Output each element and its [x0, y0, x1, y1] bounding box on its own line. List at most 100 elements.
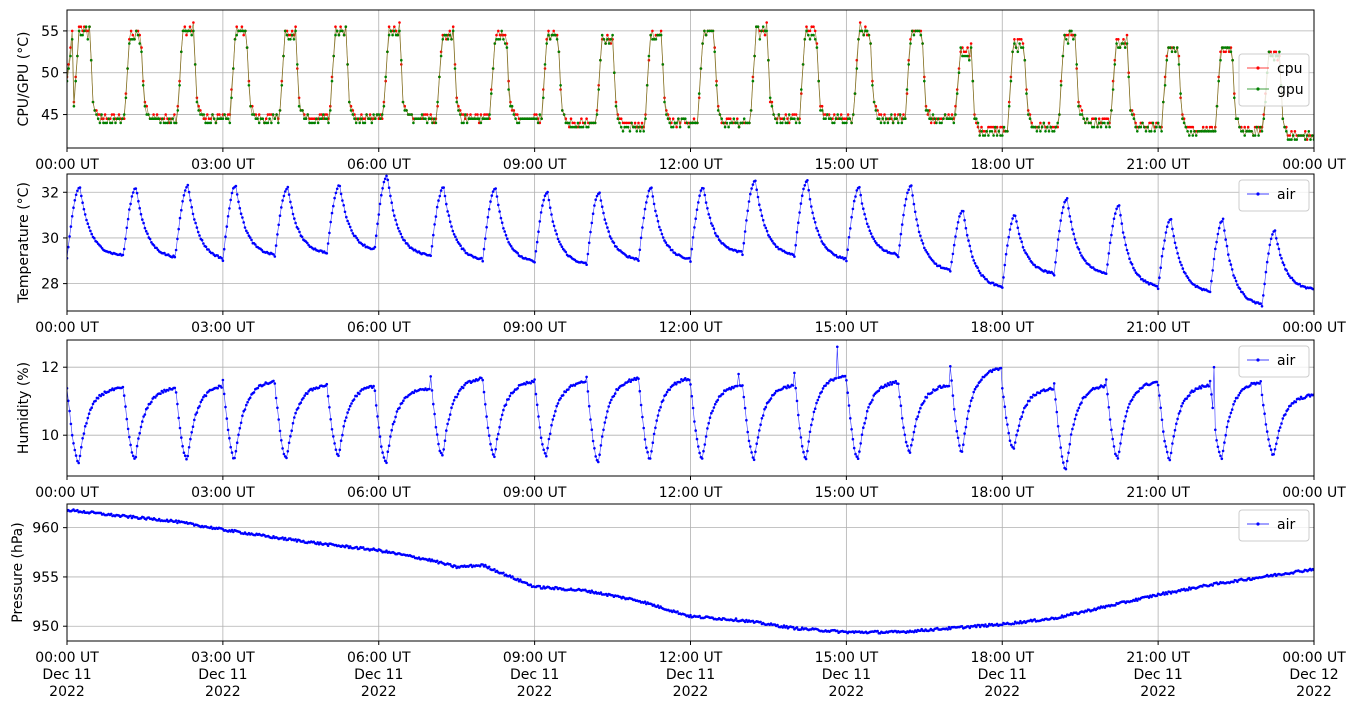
data-point: [332, 204, 335, 208]
data-point: [1214, 428, 1217, 432]
data-point: [230, 191, 234, 195]
data-point: [865, 409, 869, 413]
data-point: [490, 194, 494, 197]
data-point: [1273, 448, 1277, 451]
data-point: [79, 25, 83, 29]
data-point: [1210, 279, 1213, 283]
data-point: [1075, 241, 1078, 245]
data-point: [799, 202, 803, 205]
data-point: [281, 199, 284, 202]
data-point: [306, 113, 310, 116]
data-point: [1144, 130, 1148, 133]
data-point: [1019, 417, 1022, 421]
data-point: [652, 38, 656, 41]
data-point: [756, 436, 760, 439]
data-point: [802, 187, 805, 191]
data-point: [459, 244, 462, 247]
data-point: [711, 29, 715, 33]
data-point: [398, 29, 401, 33]
data-point: [664, 393, 668, 397]
data-point: [1062, 461, 1065, 464]
data-point: [1283, 125, 1286, 129]
data-point: [398, 21, 401, 24]
data-point: [195, 100, 199, 104]
data-point: [115, 117, 119, 120]
data-point: [744, 121, 748, 125]
data-point: [739, 121, 742, 125]
data-point: [967, 409, 970, 413]
data-point: [1070, 29, 1073, 33]
data-point: [1238, 125, 1241, 129]
data-point: [174, 248, 178, 252]
data-point: [1132, 117, 1136, 120]
data-point: [704, 33, 708, 37]
data-point: [325, 113, 329, 116]
data-point: [221, 259, 225, 263]
data-point: [697, 201, 700, 204]
data-point: [824, 384, 827, 387]
data-point: [147, 113, 150, 116]
data-point: [1072, 423, 1075, 426]
data-point: [346, 411, 349, 414]
data-point: [890, 383, 894, 386]
data-point: [755, 442, 758, 446]
data-point: [1060, 455, 1064, 458]
data-point: [1278, 253, 1282, 257]
data-point: [479, 121, 483, 125]
data-point: [1268, 444, 1272, 448]
data-point: [437, 199, 440, 202]
data-point: [77, 29, 81, 33]
data-point: [550, 213, 553, 216]
data-point: [165, 518, 169, 522]
data-point: [1229, 46, 1233, 49]
data-point: [1165, 450, 1169, 454]
data-point: [832, 379, 835, 382]
data-point: [403, 109, 407, 112]
data-point: [353, 117, 356, 120]
data-point: [687, 378, 691, 382]
data-point: [161, 117, 164, 120]
data-point: [863, 212, 866, 216]
data-point: [1181, 401, 1185, 405]
data-point: [375, 113, 379, 116]
data-point: [221, 378, 225, 382]
data-point: [847, 236, 851, 239]
data-point: [406, 242, 409, 245]
data-point: [1020, 415, 1023, 419]
data-point: [951, 394, 955, 397]
y-axis-label: Temperature (°C): [16, 182, 32, 304]
data-point: [936, 117, 940, 120]
data-point: [143, 226, 147, 230]
data-point: [1115, 42, 1118, 45]
data-point: [480, 256, 483, 260]
data-point: [1065, 197, 1069, 200]
data-point: [519, 578, 522, 581]
data-point: [1205, 130, 1208, 133]
data-point: [1307, 130, 1311, 133]
data-point: [488, 113, 491, 116]
data-point: [333, 442, 336, 445]
data-point: [671, 248, 674, 252]
data-point: [561, 394, 565, 397]
data-point: [290, 29, 294, 33]
data-point: [189, 437, 192, 441]
data-point: [1175, 246, 1178, 249]
data-point: [963, 432, 966, 435]
data-point: [820, 104, 824, 108]
data-point: [495, 437, 499, 441]
x-tick-label: 09:00 UT: [503, 485, 567, 501]
data-point: [1051, 272, 1055, 275]
data-point: [233, 456, 236, 460]
data-point: [508, 574, 512, 577]
data-point: [463, 249, 466, 252]
data-point: [1260, 130, 1264, 133]
data-point: [154, 117, 157, 120]
y-tick-label: 30: [41, 231, 59, 247]
data-point: [1267, 438, 1270, 441]
data-point: [607, 230, 610, 233]
data-point: [921, 42, 924, 45]
data-point: [389, 435, 392, 438]
data-point: [1272, 453, 1275, 456]
data-point: [767, 233, 770, 237]
